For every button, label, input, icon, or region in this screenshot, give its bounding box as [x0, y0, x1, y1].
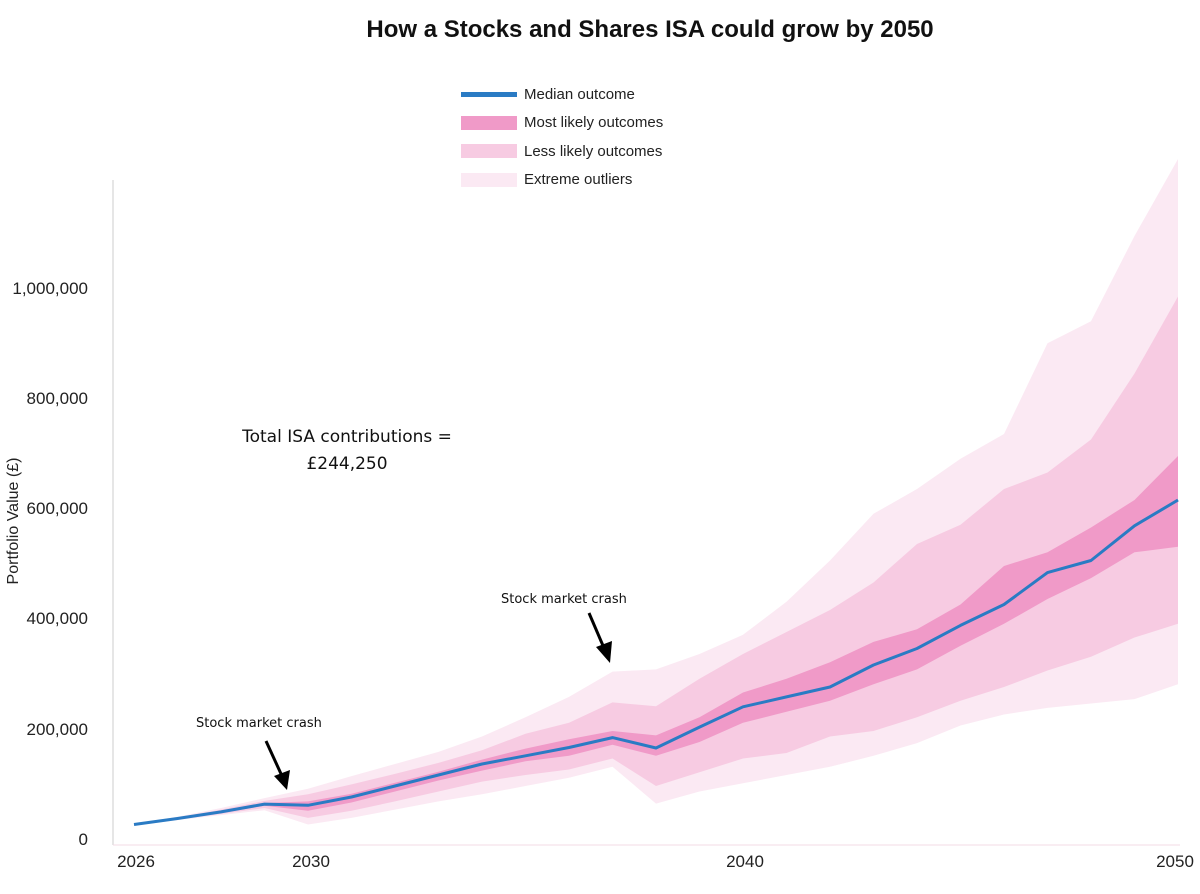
less-likely-band	[134, 296, 1178, 825]
x-tick: 2050	[1156, 852, 1194, 871]
legend-label: Median outcome	[524, 85, 635, 103]
y-tick: 800,000	[26, 389, 88, 408]
median-line-swatch-icon	[461, 91, 517, 97]
extreme-swatch-icon	[461, 172, 517, 187]
legend: Median outcome Most likely outcomes Less…	[461, 80, 663, 194]
chart-title: How a Stocks and Shares ISA could grow b…	[366, 16, 934, 43]
crash-annotation-1: Stock market crash	[196, 716, 322, 731]
contributions-annotation: Total ISA contributions = £244,250	[222, 424, 472, 478]
most-likely-band	[134, 456, 1178, 825]
y-tick: 0	[78, 830, 88, 849]
legend-label: Extreme outliers	[524, 171, 633, 189]
y-axis-label: Portfolio Value (£)	[5, 457, 22, 585]
contributions-label: Total ISA contributions =	[242, 427, 452, 447]
outcome-bands	[134, 159, 1178, 826]
y-tick: 600,000	[26, 499, 88, 518]
legend-label: Most likely outcomes	[524, 114, 664, 132]
legend-label: Less likely outcomes	[524, 142, 663, 160]
legend-item-most-likely: Most likely outcomes	[461, 109, 663, 138]
x-tick: 2040	[726, 852, 764, 871]
y-tick: 200,000	[26, 720, 88, 739]
most-likely-swatch-icon	[461, 115, 517, 130]
arrow-icon	[587, 612, 612, 663]
y-tick: 1,000,000	[12, 279, 88, 298]
x-tick: 2026	[117, 852, 155, 871]
median-line	[133, 498, 1179, 826]
legend-item-median: Median outcome	[461, 80, 663, 109]
x-tick: 2030	[292, 852, 330, 871]
contributions-value: £244,250	[306, 454, 388, 474]
crash-annotation-2: Stock market crash	[501, 592, 627, 607]
less-likely-swatch-icon	[461, 144, 517, 159]
y-tick: 400,000	[26, 609, 88, 628]
arrow-icon	[264, 740, 290, 790]
legend-item-less-likely: Less likely outcomes	[461, 137, 663, 166]
legend-item-extreme: Extreme outliers	[461, 166, 663, 195]
